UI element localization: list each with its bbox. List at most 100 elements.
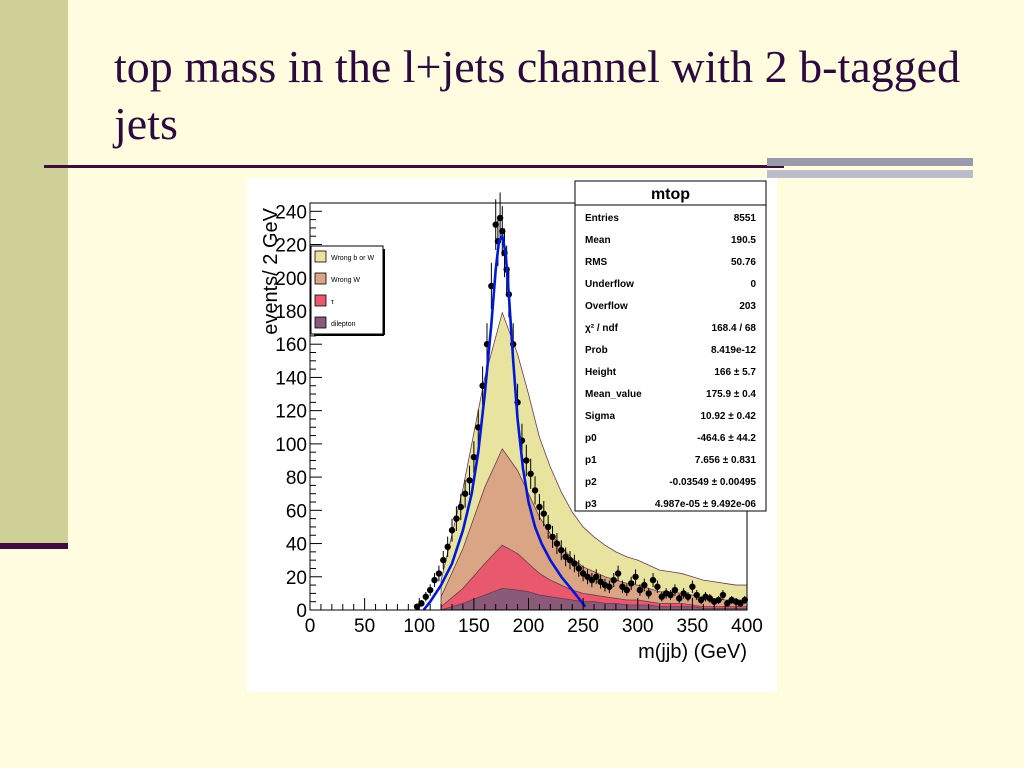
data-point xyxy=(610,576,617,584)
legend-label: τ xyxy=(331,299,334,306)
legend-swatch xyxy=(314,250,327,263)
data-points-group xyxy=(413,192,749,610)
data-point xyxy=(593,573,600,580)
legend-label: Wrong W xyxy=(331,277,360,284)
data-point xyxy=(453,515,460,522)
histogram-plot: 0 50 100 150 200 250 300 350 400 0 20 40 60 80 100 120 1… xyxy=(247,178,777,692)
x-tick-label: 150 xyxy=(458,616,490,637)
stats-row-value: 190.5 xyxy=(731,235,756,246)
stats-row-label: χ² / ndf xyxy=(585,323,619,334)
stats-row-label: Mean xyxy=(585,235,611,246)
x-tick-label: 300 xyxy=(622,616,654,637)
data-point xyxy=(549,533,556,541)
slide-title: top mass in the l+jets channel with 2 b-… xyxy=(114,41,961,149)
data-point xyxy=(461,490,469,497)
fit-curve-group xyxy=(422,232,587,611)
x-tick-label: 100 xyxy=(403,616,435,637)
stats-row-value: 0 xyxy=(750,279,756,290)
side-decor-rule xyxy=(0,543,68,549)
data-point xyxy=(527,470,534,477)
stats-row-value: 4.987e-05 ± 9.492e-06 xyxy=(655,499,757,510)
stats-row-label: Sigma xyxy=(585,411,615,422)
data-point xyxy=(575,565,582,572)
stats-row-value: 166 ± 5.7 xyxy=(714,367,756,378)
data-point xyxy=(724,600,731,607)
x-tick-label: 350 xyxy=(677,616,709,637)
data-point xyxy=(536,503,543,511)
data-point xyxy=(466,477,473,484)
y-tick-label: 0 xyxy=(296,601,307,622)
stats-row-value: 175.9 ± 0.4 xyxy=(706,389,756,400)
data-point xyxy=(654,583,661,590)
data-point xyxy=(619,583,626,590)
stats-row-label: p2 xyxy=(585,477,597,488)
data-point xyxy=(627,580,635,587)
y-tick-label: 140 xyxy=(275,368,307,389)
data-point xyxy=(579,570,587,577)
legend-label: Wrong b or W xyxy=(331,255,374,262)
stats-row-label: Mean_value xyxy=(585,389,642,400)
data-point xyxy=(435,570,443,577)
stats-frame xyxy=(574,180,767,512)
data-point xyxy=(440,556,447,564)
stats-title: mtop xyxy=(651,186,690,203)
data-point xyxy=(488,282,495,290)
data-point xyxy=(680,590,687,597)
data-point xyxy=(544,523,552,531)
x-tick-label: 50 xyxy=(354,616,375,637)
y-tick-label: 20 xyxy=(286,568,307,589)
data-point xyxy=(719,591,727,599)
data-point xyxy=(667,591,674,599)
y-tick-label: 40 xyxy=(286,535,307,556)
data-point xyxy=(496,214,504,222)
stats-row-label: Height xyxy=(585,367,617,378)
data-point xyxy=(470,453,478,461)
data-point xyxy=(671,586,679,594)
stats-row-label: p0 xyxy=(585,433,597,444)
data-point xyxy=(444,543,451,551)
data-point xyxy=(418,600,425,607)
data-point xyxy=(553,540,561,547)
stats-row-label: Overflow xyxy=(585,301,628,312)
y-tick-label: 220 xyxy=(275,236,307,257)
y-tick-label: 100 xyxy=(275,435,307,456)
y-tick-label: 60 xyxy=(286,501,307,522)
stats-row-value: 203 xyxy=(739,301,756,312)
data-point xyxy=(597,578,604,585)
x-tick-label: 0 xyxy=(305,616,316,637)
data-point xyxy=(693,591,700,599)
stats-row-label: Underflow xyxy=(585,279,634,290)
stats-row-value: 8551 xyxy=(734,213,757,224)
accent-bar-bottom xyxy=(767,170,973,178)
stats-row-value: 50.76 xyxy=(731,257,756,268)
data-point xyxy=(457,503,464,511)
data-point xyxy=(566,556,574,564)
data-point xyxy=(645,590,652,597)
data-point xyxy=(623,586,631,594)
fit-curve xyxy=(422,232,587,611)
data-point xyxy=(558,546,565,554)
data-point xyxy=(684,593,692,600)
data-point xyxy=(422,593,430,600)
data-point xyxy=(658,593,665,600)
histogram-svg: 0 50 100 150 200 250 300 350 400 0 20 40 60 80 100 120 1… xyxy=(260,180,767,663)
stats-row-value: 10.92 ± 0.42 xyxy=(700,411,756,422)
accent-bar-top xyxy=(767,158,973,166)
data-point xyxy=(492,221,499,228)
data-point xyxy=(741,596,749,604)
side-decor-band xyxy=(0,0,68,546)
data-point xyxy=(632,573,639,580)
legend-swatch xyxy=(314,294,327,307)
legend-label: dilepton xyxy=(331,321,356,328)
stats-row-value: -0.03549 ± 0.00495 xyxy=(669,477,756,488)
data-point xyxy=(649,576,657,584)
stats-row-label: RMS xyxy=(585,257,608,268)
data-point xyxy=(641,581,648,589)
x-tick-label: 200 xyxy=(513,616,545,637)
data-point xyxy=(706,595,714,602)
data-point xyxy=(697,596,705,604)
y-tick-label: 120 xyxy=(275,402,307,423)
stats-row-value: 7.656 ± 0.831 xyxy=(695,455,757,466)
stats-row-value: 168.4 / 68 xyxy=(712,323,757,334)
data-point xyxy=(588,576,596,584)
